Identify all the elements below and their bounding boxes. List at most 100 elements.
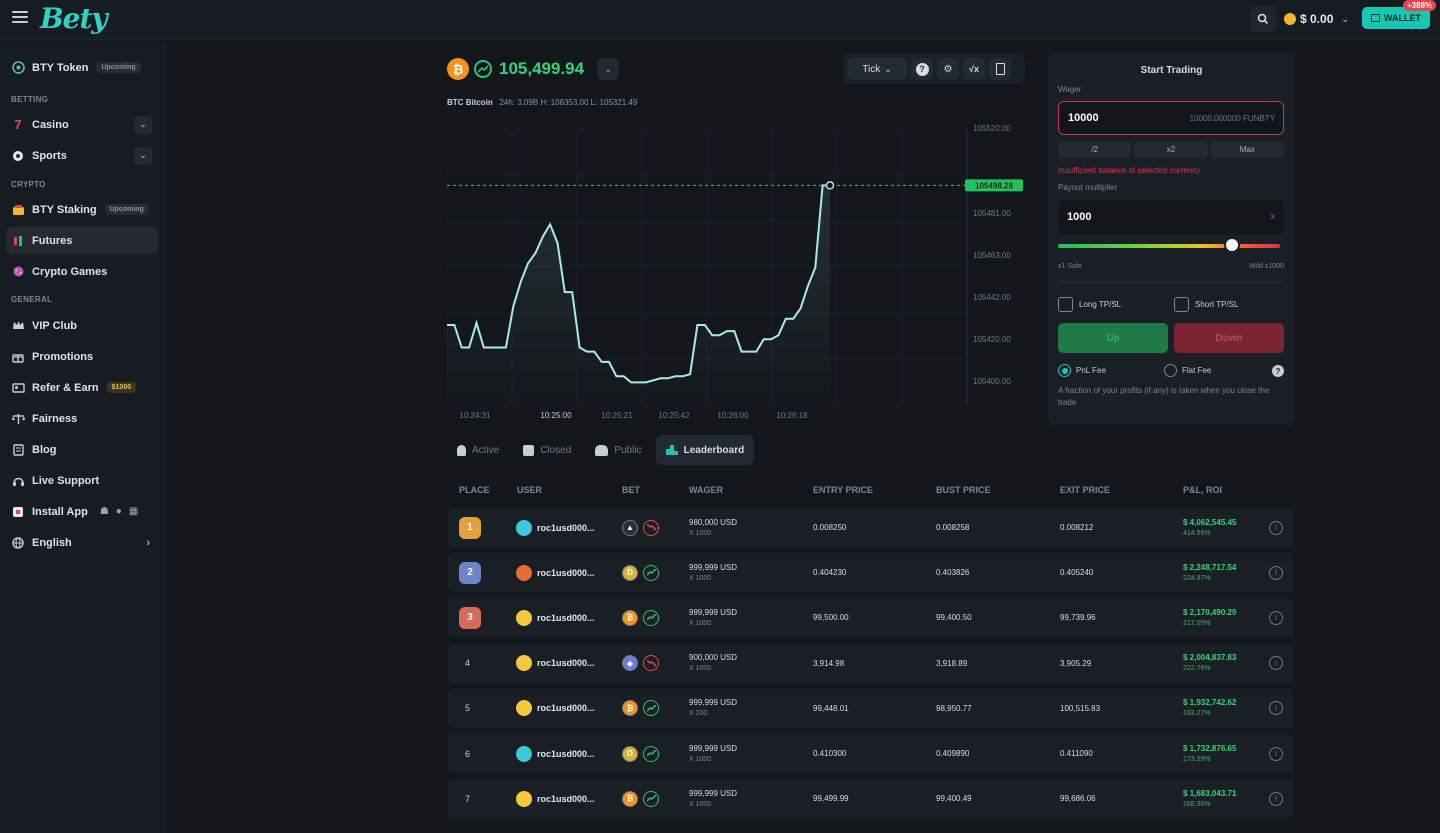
- sidebar-item-live-support[interactable]: Live Support: [6, 467, 158, 494]
- wager-input[interactable]: 10000 10000.000000 FUNBTY: [1058, 101, 1284, 135]
- double-button[interactable]: x2: [1134, 141, 1208, 158]
- table-row[interactable]: 3 roc1usd000... ₿ 999,999 USD X 1000 99,…: [448, 598, 1294, 638]
- table-row[interactable]: 7 roc1usd000... ₿ 999,999 USD X 1000 99,…: [448, 779, 1294, 819]
- col-header-exit-price[interactable]: EXIT PRICE: [1060, 485, 1111, 495]
- place-cell: 1: [459, 508, 481, 547]
- fee-help-icon[interactable]: ?: [1272, 365, 1284, 377]
- safe-label: x1 Safe: [1058, 263, 1082, 270]
- row-info-cell[interactable]: i: [1269, 508, 1283, 547]
- col-header-bust-price[interactable]: BUST PRICE: [936, 485, 991, 495]
- info-icon[interactable]: i: [1269, 520, 1283, 535]
- y-tick-label: 105400.00: [973, 377, 1011, 386]
- pnl-fee-option[interactable]: PnL Fee: [1058, 364, 1106, 377]
- long-tpsl-option[interactable]: Long TP/SL: [1058, 297, 1121, 312]
- slider-knob[interactable]: [1226, 239, 1238, 251]
- col-header-pnl-roi[interactable]: P&L, ROI: [1183, 485, 1223, 495]
- multiplier-slider[interactable]: [1058, 244, 1280, 248]
- flat-fee-radio[interactable]: [1164, 364, 1177, 377]
- price-chart[interactable]: 105520.00 105481.00 105463.00 105442.00 1054…: [447, 120, 1027, 425]
- sidebar-item-vip-club[interactable]: VIP Club: [6, 312, 158, 339]
- short-tpsl-checkbox[interactable]: [1174, 297, 1189, 312]
- sidebar-item-install-app[interactable]: Install App ☗ ● ▦: [6, 498, 158, 525]
- user-cell[interactable]: roc1usd000...: [516, 779, 595, 818]
- sidebar-item-language[interactable]: English ›: [6, 529, 158, 556]
- chart-type-dropdown[interactable]: Tick ⌄: [847, 58, 907, 80]
- tab-public[interactable]: Public: [585, 435, 651, 465]
- place-cell: 2: [459, 553, 481, 592]
- down-button[interactable]: Down: [1174, 323, 1284, 353]
- settings-button[interactable]: ⚙: [937, 58, 959, 80]
- wager-amount: 999,999 USD: [689, 788, 738, 798]
- x-tick-label: 10:26:18: [776, 411, 808, 420]
- table-row[interactable]: 1 roc1usd000... ▲ 980,000 USD X 1000 0.0…: [448, 508, 1294, 547]
- flat-fee-option[interactable]: Flat Fee: [1164, 364, 1211, 377]
- row-info-cell[interactable]: i: [1269, 779, 1283, 818]
- wallet-button[interactable]: WALLET: [1362, 7, 1430, 29]
- user-cell[interactable]: roc1usd000...: [516, 553, 595, 592]
- windows-icon[interactable]: ▦: [128, 506, 139, 517]
- tab-leaderboard[interactable]: Leaderboard: [655, 435, 755, 465]
- sidebar-item-crypto-games[interactable]: Crypto Games: [6, 258, 158, 285]
- user-cell[interactable]: roc1usd000...: [516, 734, 595, 773]
- user-cell[interactable]: roc1usd000...: [516, 598, 595, 637]
- menu-icon[interactable]: [12, 11, 28, 25]
- table-row[interactable]: 4 roc1usd000... ◆ 900,000 USD X 1000 3,9…: [448, 643, 1294, 683]
- apple-icon[interactable]: ●: [115, 506, 122, 517]
- long-tpsl-checkbox[interactable]: [1058, 297, 1073, 312]
- col-header-wager[interactable]: WAGER: [689, 485, 724, 495]
- col-header-bet[interactable]: BET: [622, 485, 640, 495]
- sidebar-item-futures[interactable]: Futures: [6, 227, 158, 254]
- balance-error: Insufficient balance of selected currenc…: [1058, 166, 1201, 175]
- chevron-down-icon[interactable]: ⌄: [134, 115, 152, 134]
- info-icon[interactable]: i: [1269, 656, 1283, 671]
- up-button[interactable]: Up: [1058, 323, 1168, 353]
- sidebar-item-fairness[interactable]: Fairness: [6, 405, 158, 432]
- max-button[interactable]: Max: [1210, 141, 1284, 158]
- tab-label: Public: [614, 444, 642, 456]
- row-info-cell[interactable]: i: [1269, 598, 1283, 637]
- table-row[interactable]: 2 roc1usd000... D 999,999 USD X 1000 0.4…: [448, 553, 1294, 593]
- logo[interactable]: Bety: [40, 2, 108, 35]
- info-icon[interactable]: i: [1269, 791, 1283, 806]
- search-button[interactable]: [1250, 6, 1276, 32]
- user-cell[interactable]: roc1usd000...: [516, 644, 595, 683]
- sidebar-item-sports[interactable]: Sports ⌄: [6, 142, 158, 169]
- col-header-user[interactable]: USER: [517, 485, 543, 495]
- balance-selector[interactable]: $ 0.00 ⌄: [1284, 6, 1349, 32]
- info-icon[interactable]: i: [1269, 565, 1283, 580]
- half-button[interactable]: /2: [1058, 141, 1132, 158]
- sidebar-item-promotions[interactable]: Promotions: [6, 343, 158, 370]
- col-header-place[interactable]: PLACE: [459, 485, 490, 495]
- table-row[interactable]: 5 roc1usd000... ₿ 999,999 USD X 200 99,4…: [448, 688, 1294, 728]
- sidebar-item-blog[interactable]: Blog: [6, 436, 158, 463]
- tab-closed[interactable]: Closed: [513, 435, 581, 465]
- row-info-cell[interactable]: i: [1269, 644, 1283, 683]
- formula-button[interactable]: √x: [963, 58, 985, 80]
- market-dropdown-button[interactable]: ⌄: [597, 58, 620, 80]
- multiplier-input[interactable]: 1000 x: [1058, 200, 1284, 234]
- user-cell[interactable]: roc1usd000...: [516, 508, 595, 547]
- sidebar-item-refer-earn[interactable]: Refer & Earn $1000: [6, 374, 158, 401]
- exit-price-cell: 3,905.29: [1060, 658, 1092, 668]
- info-icon[interactable]: i: [1269, 701, 1283, 716]
- tab-active[interactable]: Active: [447, 435, 509, 465]
- sidebar-item-casino[interactable]: 7 Casino ⌄: [6, 111, 158, 138]
- user-cell[interactable]: roc1usd000...: [516, 689, 595, 728]
- short-tpsl-option[interactable]: Short TP/SL: [1174, 297, 1238, 312]
- pnl-fee-radio[interactable]: [1058, 364, 1071, 377]
- help-button[interactable]: ?: [911, 58, 933, 80]
- table-row[interactable]: 6 roc1usd000... D 999,999 USD X 1000 0.4…: [448, 734, 1294, 773]
- coin-icon: ₿: [622, 609, 638, 626]
- chevron-down-icon[interactable]: ⌄: [134, 146, 152, 165]
- info-icon[interactable]: i: [1269, 746, 1283, 761]
- sidebar-item-bty-staking[interactable]: BTY Staking Upcoming: [6, 196, 158, 223]
- calculator-button[interactable]: [989, 58, 1011, 80]
- row-info-cell[interactable]: i: [1269, 734, 1283, 773]
- row-info-cell[interactable]: i: [1269, 553, 1283, 592]
- row-info-cell[interactable]: i: [1269, 689, 1283, 728]
- sidebar-item-bty-token[interactable]: BTY Token Upcoming: [6, 54, 158, 81]
- android-icon[interactable]: ☗: [99, 506, 109, 517]
- col-header-entry-price[interactable]: ENTRY PRICE: [813, 485, 874, 495]
- sidebar: BTY Token Upcoming BETTING 7 Casino ⌄ Sp…: [0, 41, 166, 833]
- info-icon[interactable]: i: [1269, 610, 1283, 625]
